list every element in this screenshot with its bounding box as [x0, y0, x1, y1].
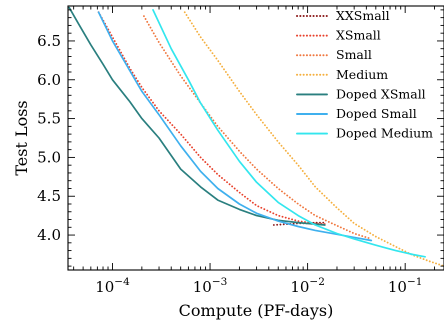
legend: XXSmall XSmall Small Medium Doped XSmall Dope…: [296, 8, 433, 141]
legend-label-small: Small: [336, 47, 372, 62]
x-tick-label: 10−1: [388, 276, 423, 296]
x-tick-label: 10−4: [95, 276, 130, 296]
legend-label-doped-small: Doped Small: [336, 106, 417, 121]
legend-label-xxsmall: XXSmall: [336, 8, 390, 23]
plot-frame: [67, 5, 444, 271]
y-tick-label: 6.0: [37, 71, 61, 89]
y-tick-label: 4.5: [37, 187, 61, 205]
series-line-doped-xsmall: [68, 6, 326, 226]
y-tick-label: 5.0: [37, 148, 61, 166]
y-axis-label: Test Loss: [12, 100, 31, 175]
legend-label-medium: Medium: [336, 67, 388, 82]
ticks-layer: 10−4 10−3 10−2 10−1 4.0 4.5 5.0 5.5 6.0 6.5: [37, 6, 444, 296]
series-line-medium: [183, 11, 444, 268]
series-line-xsmall: [97, 11, 329, 226]
legend-label-doped-xsmall: Doped XSmall: [336, 86, 426, 101]
x-tick-label: 10−3: [193, 276, 228, 296]
legend-label-doped-medium: Doped Medium: [336, 126, 433, 141]
series-line-doped-small: [97, 11, 373, 242]
series-line-small: [142, 15, 373, 240]
x-tick-label: 10−2: [290, 276, 325, 296]
x-axis-label: Compute (PF-days): [179, 301, 334, 320]
series-line-doped-medium: [152, 9, 426, 258]
y-tick-label: 6.5: [37, 32, 61, 50]
legend-label-xsmall: XSmall: [336, 28, 381, 43]
y-tick-label: 4.0: [37, 226, 61, 244]
y-tick-label: 5.5: [37, 110, 61, 128]
series-layer: [68, 6, 444, 268]
